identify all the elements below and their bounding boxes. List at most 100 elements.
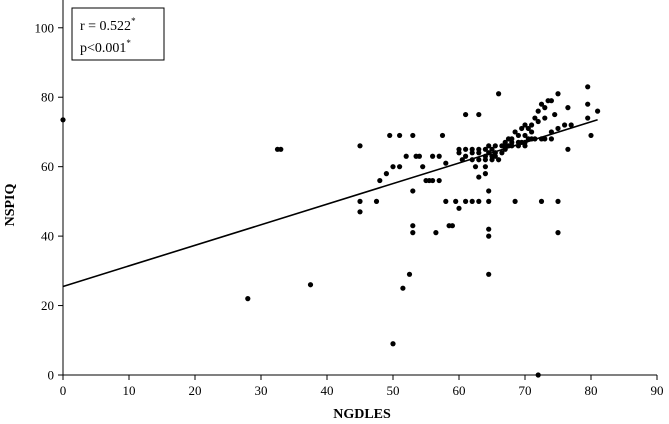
data-point: [585, 101, 591, 107]
data-point: [538, 101, 545, 107]
data-point: [390, 164, 396, 170]
data-point: [439, 132, 446, 139]
data-point: [453, 198, 459, 204]
data-point: [482, 171, 488, 177]
data-point: [585, 84, 591, 90]
data-point: [486, 226, 492, 232]
data-point: [476, 157, 482, 163]
data-point: [486, 271, 492, 277]
data-point: [535, 118, 541, 125]
correlation-text: r = 0.522*: [80, 16, 136, 34]
data-point: [387, 132, 393, 139]
data-point: [535, 372, 541, 378]
data-point: [469, 198, 475, 204]
data-point: [463, 153, 469, 159]
data-point: [522, 132, 528, 139]
regression-line-group: [62, 119, 598, 288]
data-point: [377, 177, 383, 184]
x-tick-label: 20: [189, 383, 202, 398]
data-point: [512, 129, 518, 135]
data-point: [585, 115, 591, 121]
data-point: [525, 125, 531, 132]
data-point: [568, 122, 574, 128]
data-point: [529, 122, 535, 128]
data-point: [420, 164, 426, 170]
data-point: [476, 146, 482, 152]
data-point: [532, 115, 538, 121]
data-point: [486, 198, 492, 204]
data-point: [463, 111, 469, 118]
data-point: [522, 143, 528, 149]
data-point: [486, 188, 492, 194]
x-tick-label: 70: [519, 383, 532, 398]
data-point: [588, 132, 594, 139]
data-point: [476, 174, 482, 180]
r-sig-marker: *: [131, 16, 136, 26]
data-point: [406, 271, 413, 277]
data-point: [463, 146, 469, 152]
data-point: [555, 125, 561, 132]
x-tick-label: 50: [387, 383, 400, 398]
data-point: [443, 198, 449, 204]
data-point: [535, 108, 541, 114]
data-point: [390, 341, 396, 347]
x-tick-label: 10: [123, 383, 136, 398]
data-point: [443, 160, 449, 166]
data-point: [486, 143, 492, 149]
data-point: [499, 150, 505, 156]
data-point: [555, 91, 561, 97]
data-point: [486, 233, 492, 239]
y-tick-label: 20: [41, 298, 54, 313]
data-point: [410, 188, 416, 194]
data-point: [548, 136, 555, 142]
p-value-text: p<0.001*: [80, 38, 131, 56]
data-point: [548, 98, 555, 104]
data-point: [482, 157, 488, 163]
x-tick-label: 0: [60, 383, 67, 398]
data-point: [307, 282, 314, 288]
data-point: [469, 146, 475, 152]
data-point: [515, 132, 522, 139]
data-point: [542, 136, 548, 142]
data-point: [416, 153, 422, 159]
data-point: [472, 164, 479, 170]
data-point: [449, 223, 455, 229]
data-point: [519, 125, 525, 132]
axes: [58, 0, 658, 380]
data-point: [555, 198, 561, 204]
data-point: [463, 198, 469, 204]
data-point: [357, 198, 363, 204]
x-tick-label: 60: [453, 383, 466, 398]
data-point: [542, 105, 548, 111]
y-tick-label: 60: [41, 159, 54, 174]
regression-line: [62, 119, 598, 288]
data-point: [278, 146, 284, 152]
data-point: [410, 132, 416, 139]
data-point: [538, 198, 545, 204]
y-tick-label: 100: [35, 20, 55, 35]
data-point: [482, 164, 488, 170]
data-point: [403, 153, 409, 159]
x-axis-title: NGDLES: [333, 407, 391, 422]
data-point: [60, 117, 66, 123]
data-point: [496, 91, 502, 97]
data-point: [436, 153, 442, 159]
tick-labels: 0 10 20 30 40 50 60 70 80 90 0 20 40 60 80 100: [35, 20, 664, 398]
data-point: [512, 198, 518, 204]
data-point: [509, 139, 515, 145]
stat-box-border: [71, 7, 165, 61]
data-point: [562, 122, 568, 128]
y-tick-label: 0: [48, 368, 55, 383]
data-point: [492, 143, 498, 149]
y-tick-label: 40: [41, 229, 54, 244]
data-point: [489, 157, 495, 163]
data-point: [552, 111, 558, 118]
data-point: [430, 177, 436, 184]
data-point: [482, 146, 488, 152]
x-tick-label: 40: [321, 383, 334, 398]
stat-annotation-box: r = 0.522* p<0.001*: [71, 7, 165, 61]
p-sig-marker: *: [126, 38, 131, 48]
data-point: [245, 296, 251, 302]
data-point: [565, 105, 571, 111]
data-point: [502, 139, 508, 145]
